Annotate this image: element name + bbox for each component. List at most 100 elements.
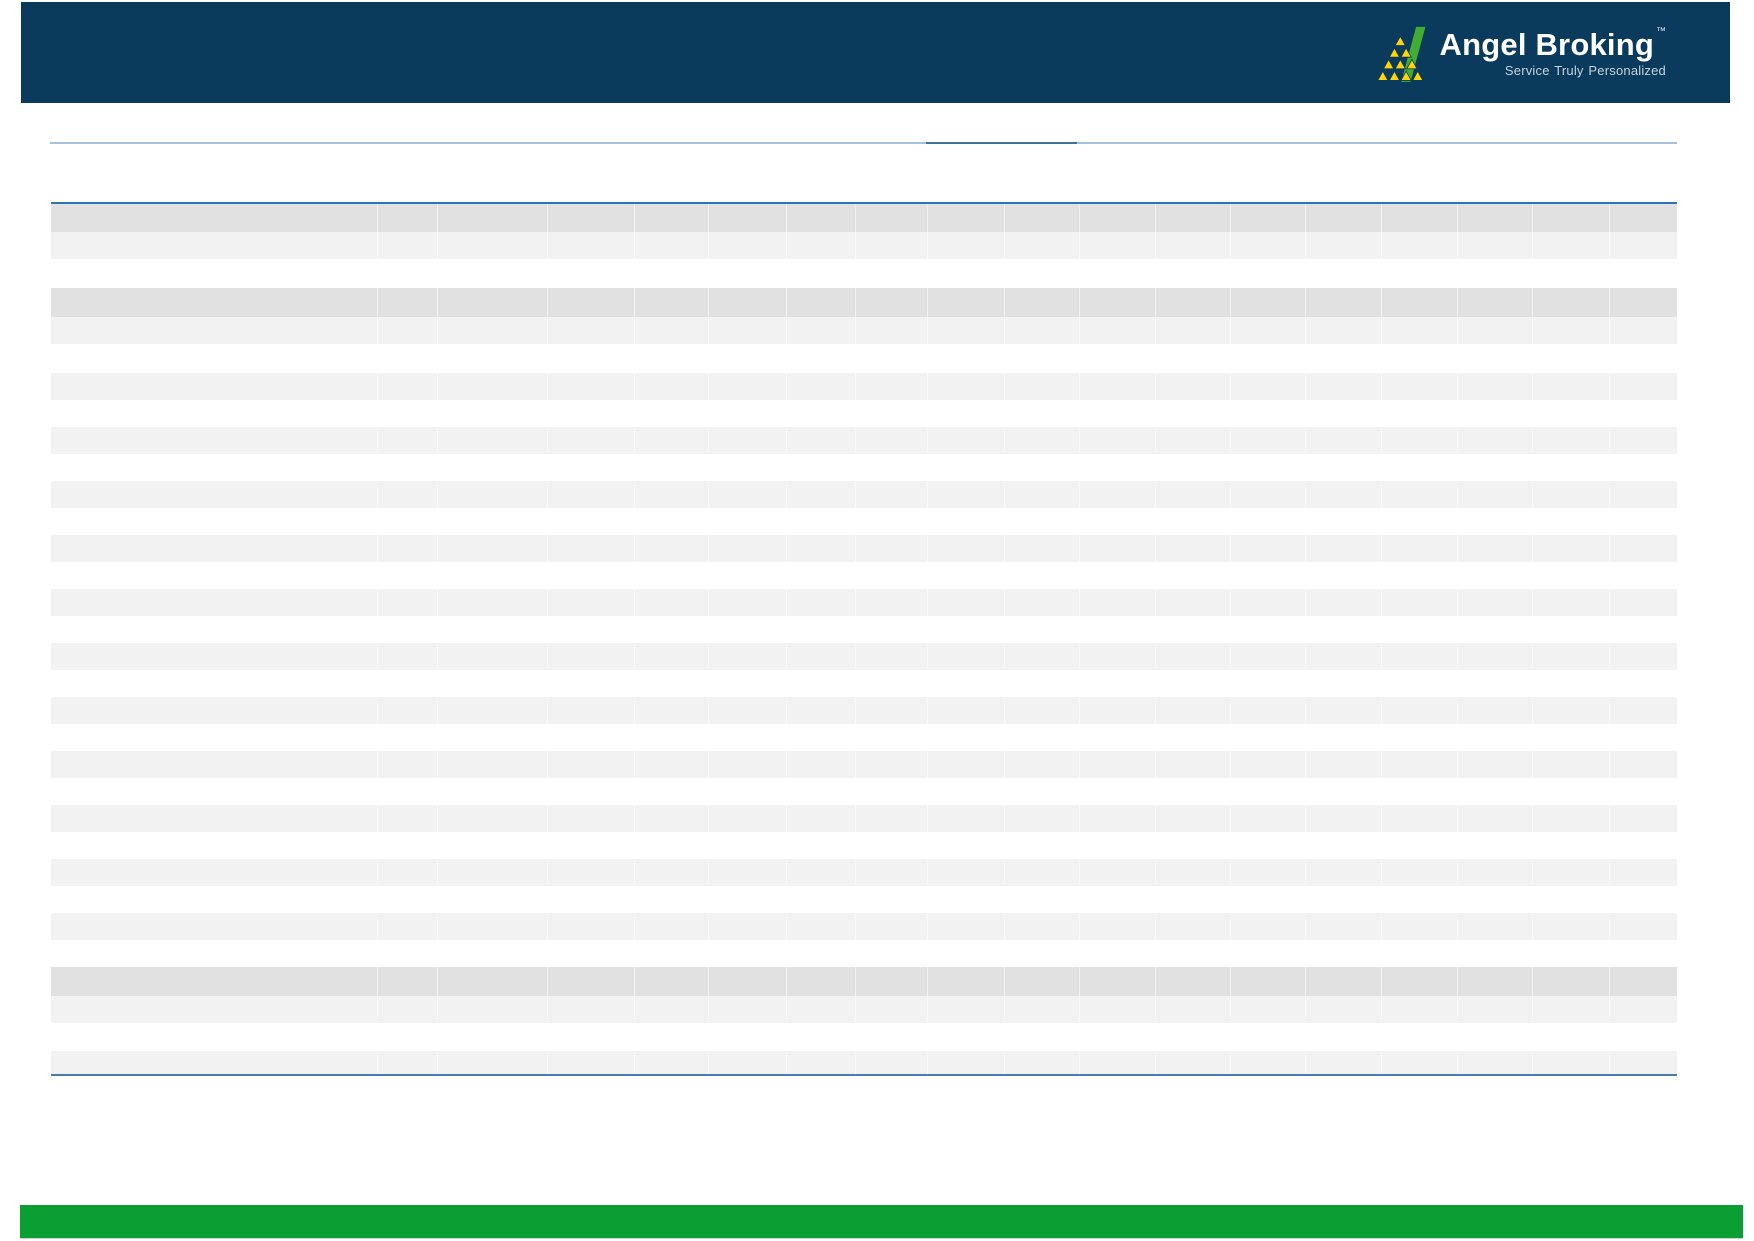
table-cell (548, 643, 635, 670)
table-cell (928, 373, 1005, 400)
table-row (51, 697, 1677, 724)
table-cell (51, 589, 378, 616)
table-cell (1533, 967, 1610, 996)
table-cell (1231, 535, 1306, 562)
table-cell (1533, 232, 1610, 259)
table-cell (378, 232, 438, 259)
table-cell (928, 859, 1005, 886)
table-cell (787, 697, 856, 724)
table-cell (856, 859, 928, 886)
table-cell (1005, 535, 1080, 562)
table-cell (1005, 373, 1080, 400)
table-cell (856, 697, 928, 724)
table-cell (928, 427, 1005, 454)
table-cell (1080, 967, 1156, 996)
table-cell (1610, 535, 1677, 562)
table-cell (548, 317, 635, 344)
table-cell (438, 481, 548, 508)
table-cell (1458, 427, 1533, 454)
table-cell (1080, 751, 1156, 778)
table-cell (787, 535, 856, 562)
table-cell (378, 1051, 438, 1074)
table-cell (709, 643, 787, 670)
table-cell (1231, 697, 1306, 724)
table-cell (1382, 1051, 1458, 1074)
table-cell (1156, 481, 1231, 508)
table-cell (787, 481, 856, 508)
masthead: Angel Broking ™ Service Truly Personaliz… (21, 2, 1730, 103)
brand-name-row: Angel Broking ™ (1439, 26, 1666, 62)
table-row (51, 317, 1677, 344)
table-top-border (51, 202, 1677, 204)
table-cell (856, 481, 928, 508)
table-cell (787, 913, 856, 940)
table-cell (1156, 1051, 1231, 1074)
table-cell (1458, 643, 1533, 670)
table-row (51, 1051, 1677, 1074)
table-row (51, 481, 1677, 508)
table-cell (709, 204, 787, 232)
table-cell (378, 697, 438, 724)
table-cell (635, 697, 709, 724)
table-cell (1005, 751, 1080, 778)
table-cell (548, 859, 635, 886)
table-cell (1610, 1051, 1677, 1074)
table-cell (1458, 913, 1533, 940)
table-cell (378, 204, 438, 232)
table-cell (1610, 373, 1677, 400)
table-cell (1382, 427, 1458, 454)
table-cell (1382, 697, 1458, 724)
table-cell (438, 643, 548, 670)
table-cell (1533, 697, 1610, 724)
table-cell (51, 751, 378, 778)
table-cell (1005, 288, 1080, 317)
table-cell (709, 427, 787, 454)
table-cell (548, 589, 635, 616)
table-cell (1610, 996, 1677, 1023)
angel-broking-logo-icon (1376, 26, 1425, 82)
table-cell (928, 697, 1005, 724)
table-cell (709, 481, 787, 508)
table-cell (548, 204, 635, 232)
table-cell (1156, 697, 1231, 724)
table-cell (928, 751, 1005, 778)
table-cell (438, 913, 548, 940)
table-cell (378, 805, 438, 832)
table-row (51, 427, 1677, 454)
table-cell (51, 913, 378, 940)
table-cell (1156, 751, 1231, 778)
table-cell (1458, 232, 1533, 259)
brand-name: Angel Broking (1439, 26, 1654, 62)
table-cell (709, 996, 787, 1023)
table-cell (1231, 481, 1306, 508)
table-cell (928, 535, 1005, 562)
table-cell (1610, 481, 1677, 508)
table-cell (1156, 859, 1231, 886)
brand-tagline: Service Truly Personalized (1504, 62, 1666, 78)
table-cell (378, 643, 438, 670)
table-cell (1306, 913, 1382, 940)
table-cell (1610, 913, 1677, 940)
data-table (51, 202, 1677, 1076)
table-cell (856, 589, 928, 616)
table-cell (51, 232, 378, 259)
table-cell (928, 805, 1005, 832)
table-cell (51, 643, 378, 670)
table-row (51, 643, 1677, 670)
table-cell (438, 535, 548, 562)
table-cell (1080, 643, 1156, 670)
table-cell (1231, 1051, 1306, 1074)
table-cell (1610, 317, 1677, 344)
table-cell (856, 996, 928, 1023)
table-cell (548, 535, 635, 562)
section-rule (50, 142, 1677, 144)
table-row (51, 589, 1677, 616)
table-cell (378, 535, 438, 562)
table-cell (1156, 805, 1231, 832)
table-cell (1156, 996, 1231, 1023)
table-cell (1610, 643, 1677, 670)
table-cell (1080, 589, 1156, 616)
table-cell (1458, 751, 1533, 778)
table-cell (1005, 1051, 1080, 1074)
table-cell (1533, 204, 1610, 232)
